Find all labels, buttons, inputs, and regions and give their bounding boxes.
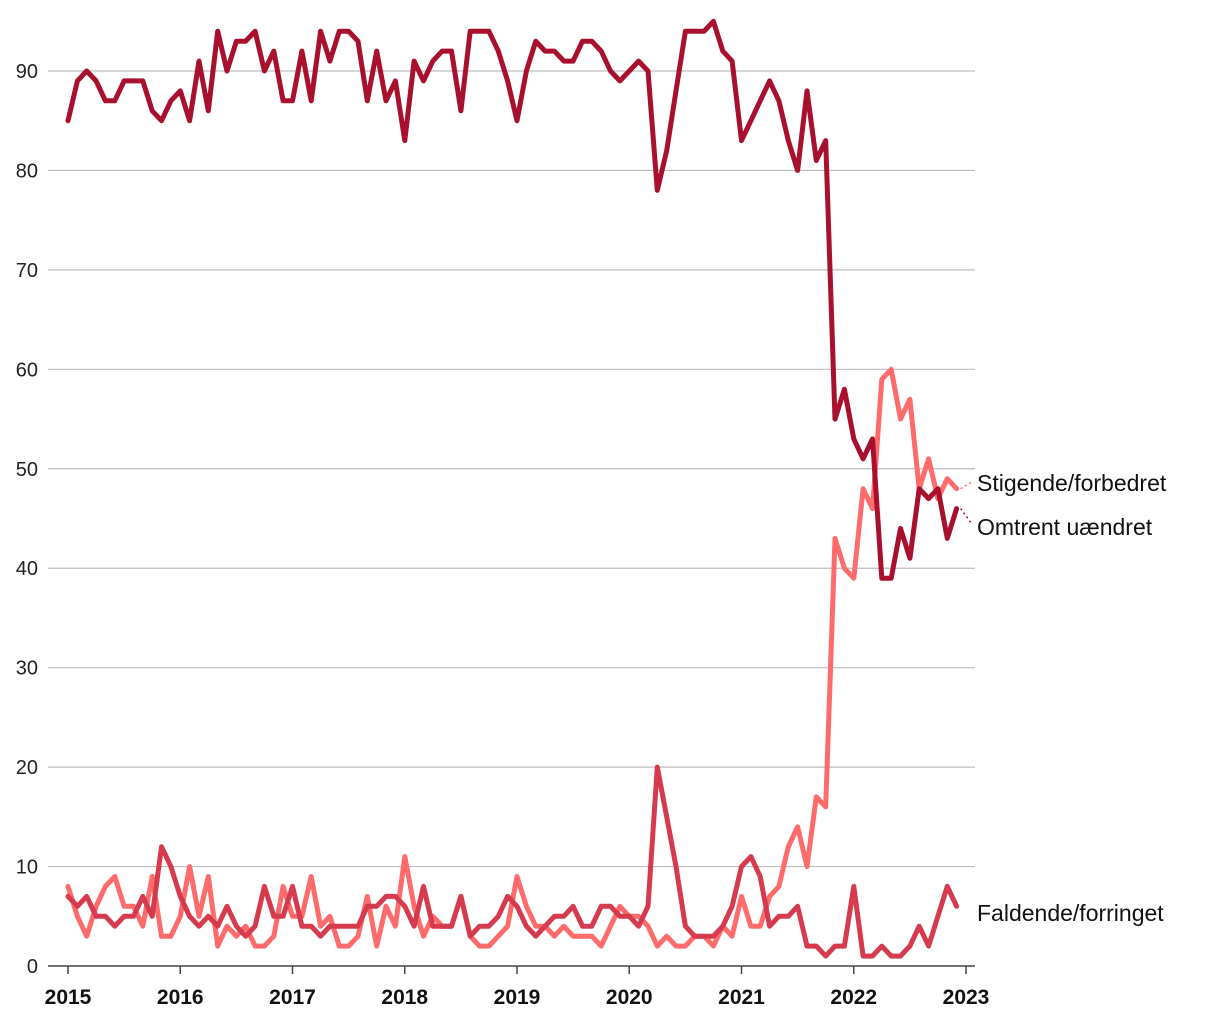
series-line-faldende-forringet (65, 764, 960, 959)
x-tick-label: 2021 (718, 986, 765, 1009)
y-tick-label: 40 (16, 558, 38, 580)
series-labels: Stigende/forbedret Omtrent uændret Falde… (977, 470, 1167, 926)
y-tick-label: 0 (27, 956, 38, 978)
y-tick-label: 10 (16, 857, 38, 879)
x-tick-label: 2017 (269, 986, 316, 1009)
y-tick-label: 90 (16, 61, 38, 83)
x-tick-label: 2022 (830, 986, 877, 1009)
y-tick-label: 20 (16, 757, 38, 779)
y-tick-label: 60 (16, 359, 38, 381)
y-axis-ticks: 0 10 20 30 40 50 60 70 80 90 (16, 61, 38, 978)
x-tick-label: 2018 (381, 986, 428, 1009)
label-leader (960, 481, 973, 490)
series-label-faldende: Faldende/forringet (977, 900, 1164, 926)
y-tick-label: 30 (16, 658, 38, 680)
y-tick-label: 50 (16, 459, 38, 481)
series-label-stigende: Stigende/forbedret (977, 470, 1167, 496)
x-axis-ticks: 2015 2016 2017 2018 2019 2020 2021 2022 2023 (45, 966, 990, 1009)
series-lines (65, 18, 973, 959)
gridlines (48, 70, 975, 967)
x-tick-label: 2020 (606, 986, 653, 1009)
x-tick-label: 2019 (494, 986, 541, 1009)
x-tick-label: 2016 (157, 986, 204, 1009)
series-label-uaendret: Omtrent uændret (977, 514, 1153, 540)
label-leader (960, 508, 973, 525)
y-tick-label: 80 (16, 160, 38, 182)
x-tick-label: 2023 (943, 986, 990, 1009)
y-tick-label: 70 (16, 260, 38, 282)
x-tick-label: 2015 (45, 986, 92, 1009)
series-line-stigende-forbedret (65, 366, 960, 949)
series-line-omtrent-uændret (65, 18, 960, 581)
